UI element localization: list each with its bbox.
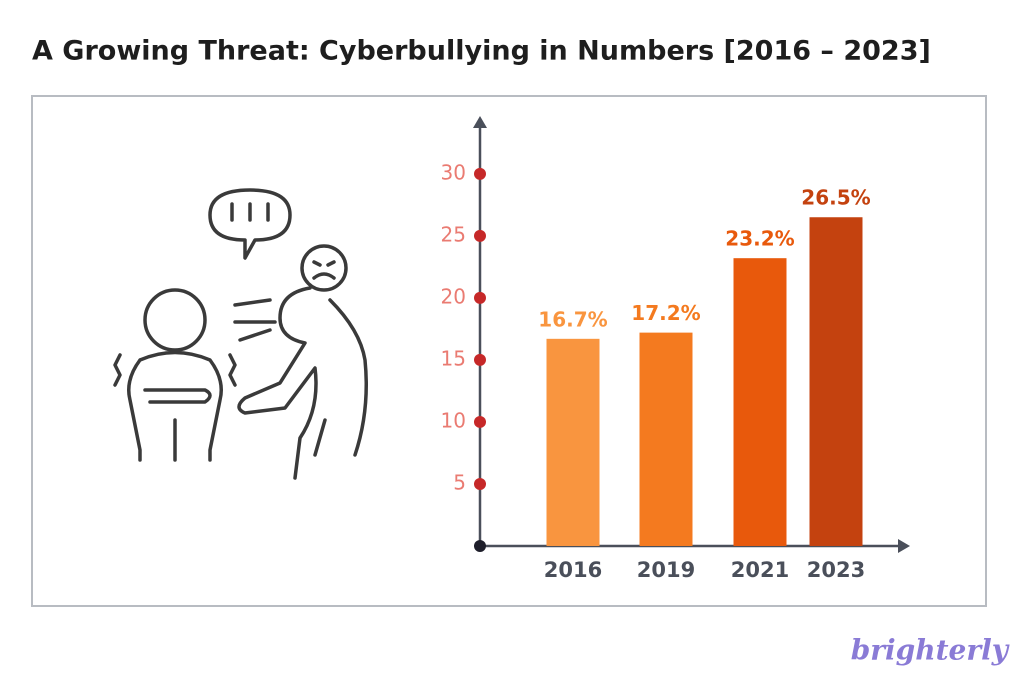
bar <box>639 332 693 546</box>
y-tick-label: 30 <box>441 160 466 184</box>
chart-title: A Growing Threat: Cyberbullying in Numbe… <box>32 36 931 67</box>
x-tick-label: 2019 <box>637 558 695 582</box>
frame <box>31 95 987 607</box>
y-tick <box>474 353 486 366</box>
y-tick <box>474 415 486 428</box>
y-tick <box>474 229 486 242</box>
origin <box>474 540 486 552</box>
bar <box>809 217 863 546</box>
y-tick-label: 20 <box>441 284 466 308</box>
y-tick-label: 15 <box>441 346 466 370</box>
x-tick-label: 2023 <box>807 558 865 582</box>
y-tick <box>474 291 486 304</box>
x-tick-label: 2016 <box>544 558 602 582</box>
illustration <box>113 188 368 480</box>
y-tick-label: 5 <box>453 470 466 494</box>
value-label: 16.7% <box>538 307 607 331</box>
bar <box>733 258 787 546</box>
value-label: 23.2% <box>725 227 794 251</box>
x-tick-label: 2021 <box>731 558 789 582</box>
logo: brighterly <box>851 634 1010 667</box>
value-label: 17.2% <box>631 301 700 325</box>
y-tick <box>474 167 486 180</box>
x-axis-arrow <box>898 539 910 553</box>
y-tick-label: 25 <box>441 222 466 246</box>
bar <box>546 338 600 546</box>
y-tick <box>474 477 486 490</box>
y-tick-label: 10 <box>441 408 466 432</box>
y-axis-arrow <box>473 116 487 128</box>
value-label: 26.5% <box>801 186 870 210</box>
